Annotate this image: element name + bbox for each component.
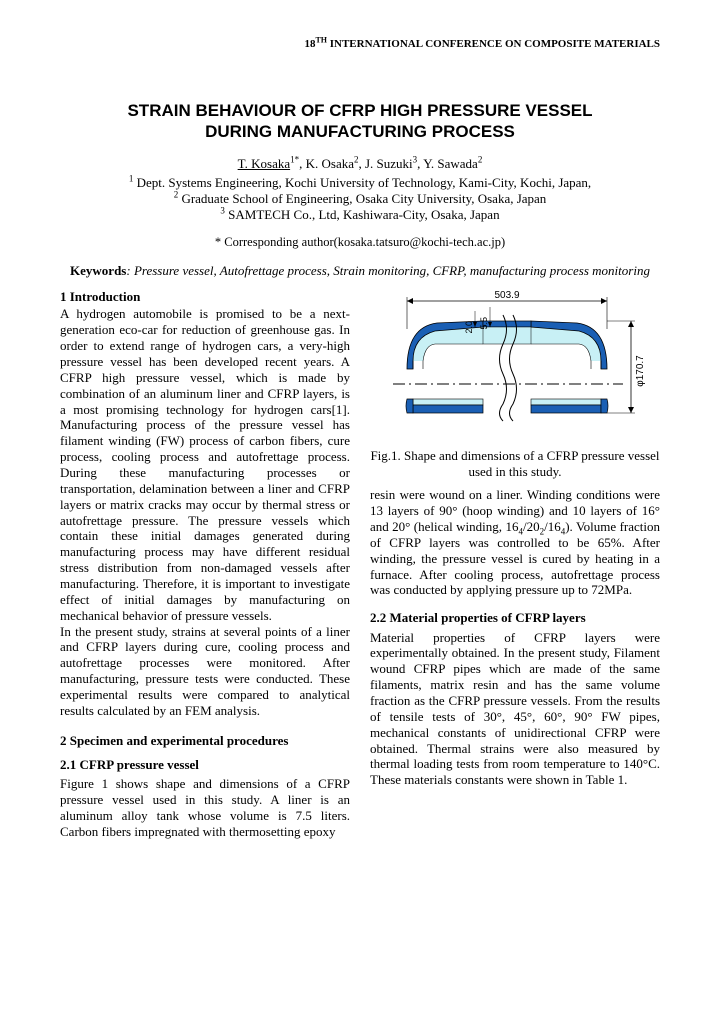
left-column: 1 Introduction A hydrogen automobile is … [60, 283, 350, 840]
section-2-heading: 2 Specimen and experimental procedures [60, 733, 350, 749]
corresponding-author: * Corresponding author(kosaka.tatsuro@ko… [60, 235, 660, 251]
svg-text:5.5: 5.5 [479, 317, 489, 330]
two-column-layout: 1 Introduction A hydrogen automobile is … [60, 283, 660, 840]
conference-header: 18TH INTERNATIONAL CONFERENCE ON COMPOSI… [60, 38, 660, 52]
dim-width-label: 503.9 [494, 290, 519, 301]
intro-para-2: In the present study, strains at several… [60, 624, 350, 719]
section-2-2-heading: 2.2 Material properties of CFRP layers [370, 610, 660, 626]
vessel-diagram-svg: 503.9 [375, 289, 655, 444]
affiliation-3: 3 SAMTECH Co., Ltd, Kashiwara-City, Osak… [60, 207, 660, 223]
paper-title: STRAIN BEHAVIOUR OF CFRP HIGH PRESSURE V… [60, 100, 660, 143]
title-line-2: DURING MANUFACTURING PROCESS [205, 122, 515, 141]
title-line-1: STRAIN BEHAVIOUR OF CFRP HIGH PRESSURE V… [127, 101, 592, 120]
affiliation-1: 1 Dept. Systems Engineering, Kochi Unive… [60, 175, 660, 191]
specimen-para-1: Figure 1 shows shape and dimensions of a… [60, 776, 350, 839]
affiliation-2: 2 Graduate School of Engineering, Osaka … [60, 191, 660, 207]
keywords-line: Keywords: Pressure vessel, Autofrettage … [60, 263, 660, 279]
right-para-2: Material properties of CFRP layers were … [370, 630, 660, 789]
section-1-heading: 1 Introduction [60, 289, 350, 305]
figure-1-caption: Fig.1. Shape and dimensions of a CFRP pr… [370, 448, 660, 479]
right-para-1: resin were wound on a liner. Winding con… [370, 487, 660, 598]
authors-line: T. Kosaka1*, K. Osaka2, J. Suzuki3, Y. S… [60, 156, 660, 172]
svg-text:2.0: 2.0 [464, 321, 474, 334]
figure-1: 503.9 [370, 289, 660, 479]
intro-para-1: A hydrogen automobile is promised to be … [60, 306, 350, 623]
keywords-label: Keywords [70, 263, 126, 278]
svg-text:φ170.7: φ170.7 [635, 355, 646, 387]
right-column: 503.9 [370, 283, 660, 840]
keywords-list: : Pressure vessel, Autofrettage process,… [126, 263, 650, 278]
section-2-1-heading: 2.1 CFRP pressure vessel [60, 757, 350, 773]
